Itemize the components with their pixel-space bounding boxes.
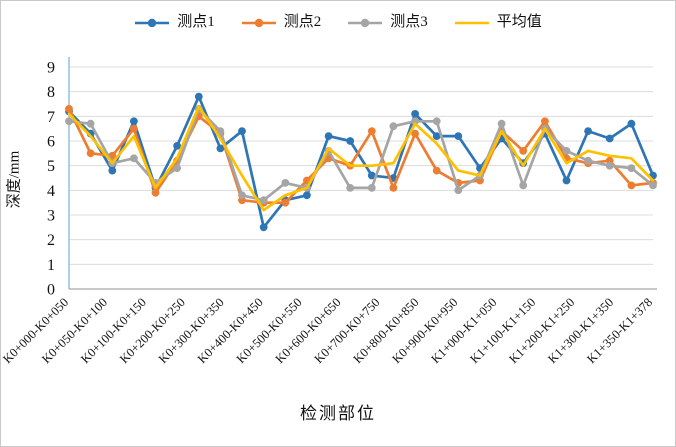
data-point-series1 (432, 132, 441, 141)
y-tick-label: 5 (47, 158, 55, 175)
data-point-series1 (216, 144, 225, 153)
x-tick-label: K0+000-K0+050 (1, 295, 71, 366)
data-point-series2 (627, 181, 636, 190)
data-point-series3 (627, 164, 636, 173)
legend-label-series3: 测点3 (390, 14, 428, 30)
data-point-series3 (86, 119, 95, 128)
data-point-series1 (367, 171, 376, 180)
data-point-series1 (346, 137, 355, 145)
legend-label-average: 平均值 (496, 14, 542, 30)
legend-marker-average (454, 21, 489, 24)
data-point-series2 (130, 124, 138, 133)
data-point-series1 (627, 119, 636, 128)
y-tick-label: 1 (47, 257, 55, 274)
chart-legend: 测点1 测点2 测点3 平均值 (1, 15, 675, 30)
y-tick-label: 2 (47, 232, 55, 249)
data-point-series3 (432, 117, 441, 126)
data-point-series3 (584, 156, 592, 165)
data-point-series2 (389, 184, 398, 192)
data-point-series3 (216, 127, 225, 135)
legend-item-series3: 测点3 (347, 15, 428, 30)
data-point-series3 (259, 196, 268, 205)
legend-item-series1: 测点1 (134, 15, 215, 30)
data-point-series1 (259, 223, 268, 232)
data-point-series3 (649, 181, 657, 190)
data-point-series2 (367, 127, 376, 135)
data-point-series2 (519, 147, 528, 155)
series-line-3 (67, 107, 655, 202)
y-tick-label: 4 (47, 183, 55, 200)
data-point-series1 (605, 134, 614, 143)
data-point-series3 (173, 164, 182, 173)
y-tick-label: 8 (47, 84, 55, 101)
series-line-1 (67, 95, 655, 229)
data-point-series2 (432, 166, 441, 175)
y-tick-label: 6 (47, 134, 55, 151)
data-point-series1 (108, 166, 117, 175)
legend-label-series1: 测点1 (177, 14, 215, 30)
data-point-series3 (238, 191, 246, 200)
data-point-series1 (194, 92, 203, 101)
series-line-4 (67, 105, 655, 212)
data-point-series3 (281, 179, 290, 187)
data-point-series2 (86, 149, 95, 158)
data-point-series3 (519, 181, 528, 190)
data-point-series2 (411, 129, 419, 138)
data-point-series3 (367, 184, 376, 192)
data-point-series3 (65, 117, 73, 126)
x-axis-title: 检测部位 (300, 404, 376, 423)
legend-label-series2: 测点2 (283, 14, 322, 30)
y-tick-label: 9 (47, 60, 55, 77)
data-point-series3 (411, 117, 419, 126)
legend-marker-series1 (135, 18, 170, 27)
legend-item-series2: 测点2 (241, 14, 322, 30)
legend-item-average: 平均值 (454, 15, 542, 30)
y-tick-label: 3 (47, 208, 55, 225)
data-point-series1 (324, 132, 333, 141)
legend-marker-series2 (241, 18, 276, 27)
data-point-series3 (562, 147, 571, 155)
data-point-series2 (65, 105, 73, 113)
data-point-series1 (130, 117, 138, 126)
y-tick-label: 7 (47, 109, 55, 126)
data-point-series1 (454, 132, 463, 141)
data-point-series1 (562, 176, 571, 185)
data-point-series1 (411, 110, 419, 118)
y-axis-title: 深度/mm (6, 150, 23, 209)
data-point-series3 (389, 122, 398, 131)
y-tick-label: 0 (47, 282, 55, 299)
data-point-series3 (454, 186, 463, 195)
data-point-series3 (346, 184, 355, 192)
data-point-series2 (281, 198, 290, 207)
data-point-series1 (238, 127, 246, 135)
data-point-series3 (605, 161, 614, 170)
data-point-series3 (130, 154, 138, 163)
legend-marker-series3 (348, 18, 383, 27)
data-point-series1 (303, 191, 311, 200)
data-point-series1 (584, 127, 592, 135)
data-point-series1 (173, 142, 182, 150)
data-point-series2 (541, 117, 549, 126)
data-point-series2 (151, 188, 160, 197)
data-point-series3 (497, 119, 506, 128)
